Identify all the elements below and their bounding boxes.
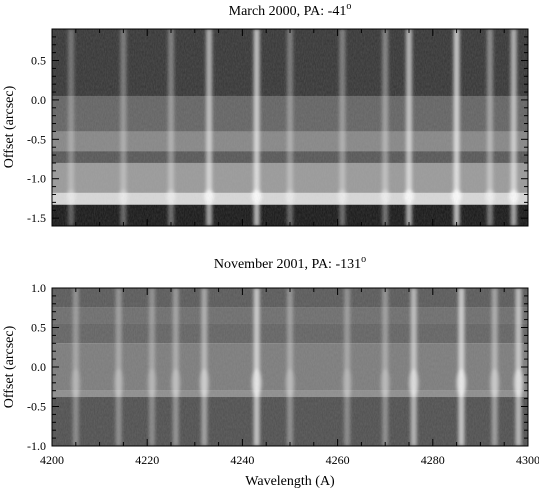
y-tick-label: -0.5: [27, 400, 46, 414]
y-axis-label: Offset (arcsec): [2, 85, 17, 168]
x-tick-label: 4260: [326, 453, 350, 467]
noise-texture: [52, 288, 528, 446]
y-axis-label: Offset (arcsec): [2, 325, 17, 408]
y-tick-label: -1.5: [27, 211, 46, 225]
x-tick-label: 4280: [421, 453, 445, 467]
y-tick-label: -1.0: [27, 172, 46, 186]
noise-texture: [52, 29, 528, 226]
y-tick-label: 0.5: [31, 321, 46, 335]
panel-november-2001: November 2001, PA: -131o 1.0 0.5 0.0 -0.5 -1…: [2, 254, 539, 489]
x-tick-label: 4240: [230, 453, 254, 467]
y-tick-label: 0.0: [31, 93, 46, 107]
spectrum-image: [52, 288, 528, 446]
panel-march-2000: March 2000, PA: -41o 0.50.0-0.5-1.0-1.5 …: [2, 1, 529, 227]
y-axis: 1.0 0.5 0.0 -0.5 -1.0: [27, 281, 528, 453]
x-tick-label: 4200: [40, 453, 64, 467]
panel-title: March 2000, PA: -41o: [229, 1, 352, 19]
x-axis-label: Wavelength (A): [245, 474, 335, 489]
y-tick-label: -0.5: [27, 132, 46, 146]
x-axis: 4200 4220 4240 4260 4280 4300: [40, 288, 539, 467]
y-tick-label: -1.0: [27, 439, 46, 453]
x-axis: [51, 29, 529, 226]
panel-title: November 2001, PA: -131o: [214, 254, 366, 272]
y-tick-label: 0.0: [31, 360, 46, 374]
y-axis: 0.5 0.0 -0.5 -1.0 -1.5: [27, 28, 528, 227]
spectrum-image: [52, 29, 528, 226]
x-tick-label: 4220: [135, 453, 159, 467]
y-tick-label: 1.0: [31, 281, 46, 295]
x-tick-label: 4300: [516, 453, 539, 467]
y-tick-label: 0.5: [31, 54, 46, 68]
